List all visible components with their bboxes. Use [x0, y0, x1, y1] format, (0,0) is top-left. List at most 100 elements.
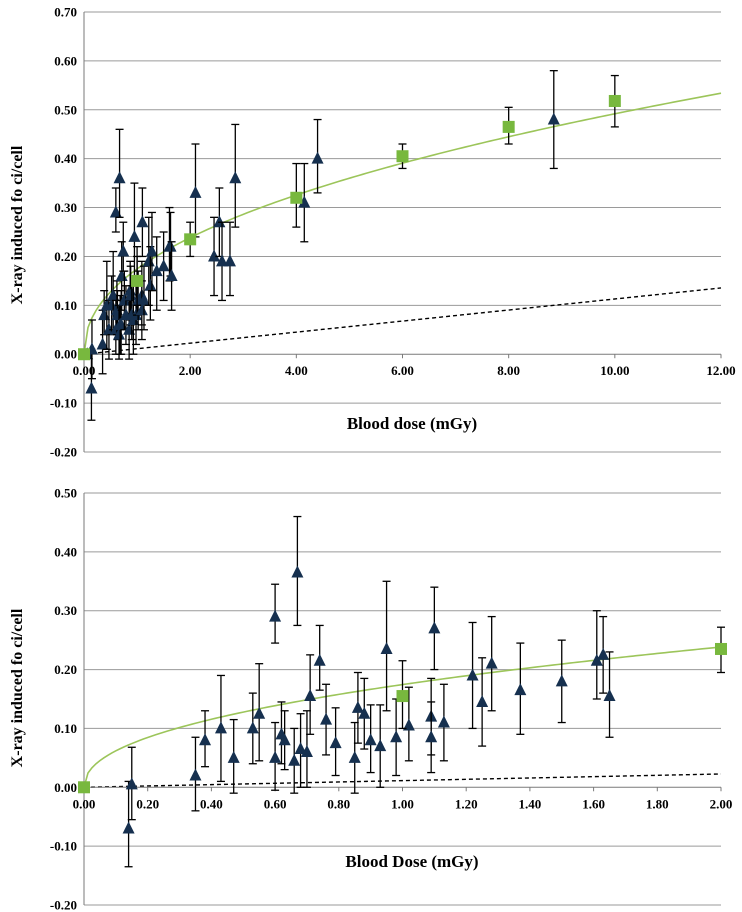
data-point-triangle: [278, 710, 291, 771]
y-tick-label: 0.00: [54, 780, 77, 795]
x-tick-label: 0.00: [73, 796, 96, 811]
x-tick-label: 0.00: [73, 363, 96, 378]
calibration-fit-curve: [83, 92, 722, 355]
square-marker: [290, 191, 303, 204]
data-point-triangle: [358, 677, 371, 750]
chart-top-y-axis-label: X-ray induced fo ci/cell: [9, 145, 26, 304]
triangle-marker: [216, 254, 229, 267]
chart-top-axis: [83, 12, 722, 452]
data-point-triangle: [157, 231, 170, 302]
x-tick-label: 1.00: [391, 796, 414, 811]
data-point-triangle: [364, 704, 377, 774]
y-tick-label: 0.00: [54, 347, 77, 362]
y-tick-label: 0.10: [54, 298, 77, 313]
data-point-triangle: [304, 654, 317, 735]
background-dashed-curve: [83, 287, 722, 355]
square-marker: [78, 348, 90, 361]
triangle-marker: [425, 730, 438, 743]
triangle-marker: [288, 753, 301, 766]
triangle-marker: [269, 609, 282, 622]
data-point-triangle: [223, 221, 236, 297]
data-point-square: [184, 221, 197, 258]
square-marker: [78, 781, 90, 794]
chart-top-gridlines: [84, 11, 721, 453]
triangle-marker: [144, 278, 157, 291]
triangle-marker: [278, 733, 291, 746]
square-marker: [131, 274, 144, 287]
triangle-marker: [199, 733, 212, 746]
data-point-square: [396, 660, 409, 730]
data-point-square: [715, 626, 727, 674]
chart-top: -0.20 -0.10 0.00 0.10 0.20 0.30 0.40 0.50 0.60 0.…: [9, 5, 736, 460]
triangle-marker: [555, 674, 568, 687]
data-point-triangle: [113, 128, 126, 218]
square-marker: [608, 94, 621, 107]
triangle-marker: [246, 721, 259, 734]
square-marker: [715, 642, 727, 655]
chart-bottom-x-axis-label: Blood Dose (mGy): [345, 852, 478, 871]
data-point-square: [502, 106, 515, 145]
chart-top-tick-labels: -0.20 -0.10 0.00 0.10 0.20 0.30 0.40 0.50 0.60 0.…: [50, 5, 736, 460]
x-tick-label: 1.80: [646, 796, 669, 811]
triangle-marker: [189, 768, 202, 781]
triangle-marker: [128, 229, 141, 242]
data-point-triangle: [288, 727, 301, 794]
data-point-triangle: [136, 187, 149, 258]
chart-top-curves: [83, 92, 722, 355]
data-point-triangle: [229, 123, 242, 228]
data-point-triangle: [199, 710, 212, 768]
triangle-marker: [227, 750, 240, 763]
triangle-marker: [113, 171, 126, 184]
triangle-marker: [466, 668, 479, 681]
y-tick-label: 0.50: [54, 486, 77, 501]
triangle-marker: [485, 656, 498, 669]
data-point-triangle: [590, 610, 603, 700]
triangle-marker: [105, 298, 118, 311]
data-point-triangle: [313, 624, 326, 691]
x-tick-label: 8.00: [497, 363, 520, 378]
chart-top-x-axis-label: Blood dose (mGy): [347, 414, 477, 433]
x-tick-label: 1.20: [455, 796, 478, 811]
x-tick-label: 1.60: [582, 796, 605, 811]
triangle-marker: [125, 777, 138, 790]
chart-bottom-points: [78, 515, 727, 868]
triangle-marker: [107, 288, 120, 301]
y-tick-label: 0.70: [54, 5, 77, 20]
x-tick-label: 4.00: [285, 363, 308, 378]
triangle-marker: [136, 215, 149, 228]
data-point-triangle: [145, 211, 158, 292]
triangle-marker: [603, 689, 616, 702]
y-tick-label: 0.20: [54, 662, 77, 677]
data-point-triangle: [216, 221, 229, 302]
triangle-marker: [109, 205, 122, 218]
triangle-marker: [380, 641, 393, 654]
y-tick-label: 0.60: [54, 53, 77, 68]
data-point-triangle: [253, 663, 266, 762]
y-tick-label: 0.40: [54, 544, 77, 559]
y-tick-label: -0.20: [50, 445, 77, 460]
data-point-triangle: [291, 515, 304, 627]
triangle-marker: [214, 721, 227, 734]
square-marker: [502, 120, 515, 133]
triangle-marker: [298, 195, 311, 208]
x-tick-label: 6.00: [391, 363, 414, 378]
square-marker: [184, 233, 197, 246]
triangle-marker: [437, 715, 450, 728]
data-point-square: [290, 162, 303, 228]
triangle-marker: [348, 750, 361, 763]
x-tick-label: 0.60: [264, 796, 287, 811]
triangle-marker: [208, 249, 221, 262]
triangle-marker: [291, 565, 304, 578]
x-tick-label: 0.40: [200, 796, 223, 811]
data-point-triangle: [214, 674, 227, 783]
triangle-marker: [130, 308, 143, 321]
triangle-marker: [223, 254, 236, 267]
data-point-triangle: [165, 241, 178, 311]
data-point-triangle: [189, 143, 202, 238]
square-marker: [396, 150, 409, 163]
data-point-triangle: [485, 615, 498, 712]
triangle-marker: [320, 712, 333, 725]
x-tick-label: 12.00: [706, 363, 735, 378]
triangle-marker: [145, 244, 158, 257]
triangle-marker: [304, 689, 317, 702]
